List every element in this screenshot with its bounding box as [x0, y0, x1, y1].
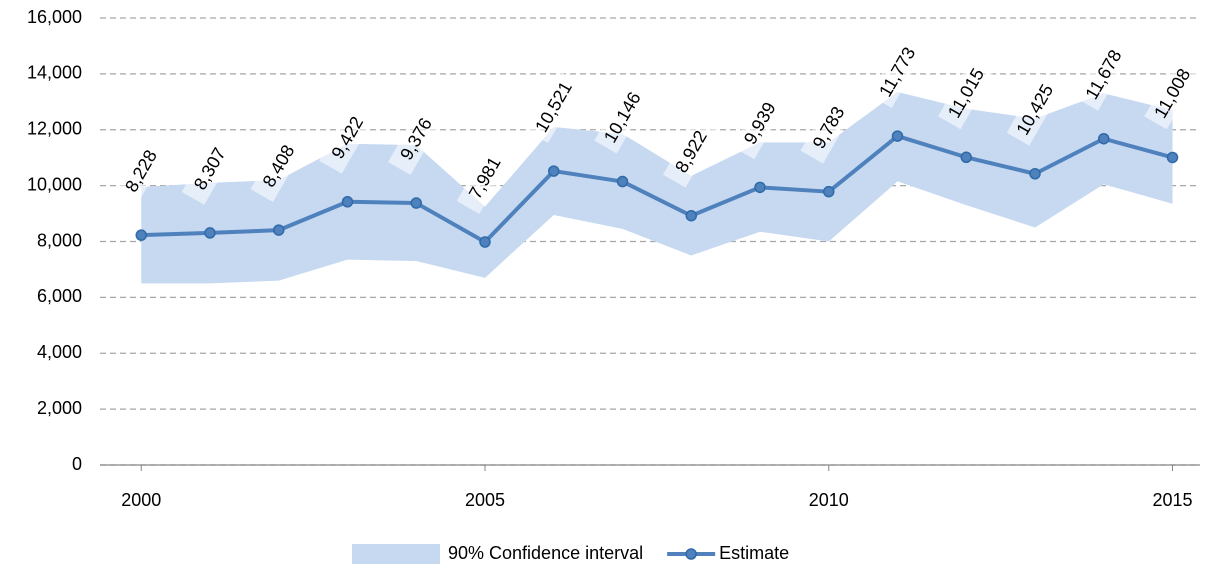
estimate-marker — [823, 185, 835, 198]
data-label-bg — [250, 130, 308, 203]
estimate-marker — [548, 165, 560, 177]
y-tick-label: 10,000 — [27, 174, 82, 194]
estimate-marker — [1029, 168, 1041, 180]
legend-marker — [685, 548, 697, 560]
estimate-marker — [891, 130, 904, 142]
y-tick-label: 0 — [72, 454, 82, 474]
data-label-bg — [869, 36, 926, 109]
y-tick-label: 4,000 — [37, 342, 82, 362]
estimate-marker — [754, 181, 766, 194]
y-tick-label: 14,000 — [27, 63, 82, 83]
y-tick-label: 2,000 — [37, 398, 82, 418]
data-label-bg — [731, 87, 789, 160]
data-label-group: 10,146 — [594, 81, 651, 154]
estimate-marker — [204, 227, 216, 239]
estimate-marker — [1098, 132, 1110, 145]
data-label-bg — [662, 115, 720, 188]
y-tick-label: 12,000 — [27, 119, 82, 139]
estimate-marker — [341, 196, 354, 208]
estimate-marker — [685, 209, 697, 222]
data-label-bg — [387, 103, 445, 176]
estimate-marker — [479, 236, 491, 248]
estimate-marker — [410, 197, 422, 209]
x-tick-label: 2005 — [465, 490, 505, 510]
data-label-bg — [319, 101, 376, 174]
estimate-line — [141, 134, 1174, 245]
estimate-marker — [960, 151, 972, 164]
data-label-bg — [1144, 57, 1201, 130]
data-label-bg — [1006, 73, 1064, 146]
y-tick-label: 8,000 — [37, 230, 82, 250]
x-tick-label: 2000 — [121, 490, 161, 510]
y-tick-label: 16,000 — [27, 7, 82, 27]
legend-label: Estimate — [719, 543, 789, 563]
data-label-bg — [594, 81, 651, 154]
y-tick-label: 6,000 — [37, 286, 82, 306]
legend-label: 90% Confidence interval — [448, 543, 643, 563]
data-label-bg — [525, 71, 583, 144]
estimate-marker — [1166, 151, 1179, 164]
x-tick-label: 2010 — [809, 490, 849, 510]
data-label-group: 9,939 — [731, 87, 789, 160]
data-label-bg — [937, 57, 995, 130]
data-label: 11,773 — [875, 44, 919, 101]
estimate-marker — [616, 175, 629, 188]
data-label-bg — [800, 91, 858, 164]
data-label-group: 11,008 — [1144, 57, 1201, 130]
data-label-bg — [181, 132, 239, 205]
estimate-marker — [135, 229, 147, 241]
data-label-bg — [112, 135, 170, 208]
estimate-marker — [273, 224, 285, 236]
data-label-bg — [1075, 38, 1133, 111]
x-tick-label: 2015 — [1152, 490, 1192, 510]
legend-swatch — [352, 544, 440, 564]
data-label: 11,678 — [1081, 46, 1125, 103]
data-label: 11,008 — [1150, 65, 1194, 122]
data-label-bg — [456, 142, 514, 214]
